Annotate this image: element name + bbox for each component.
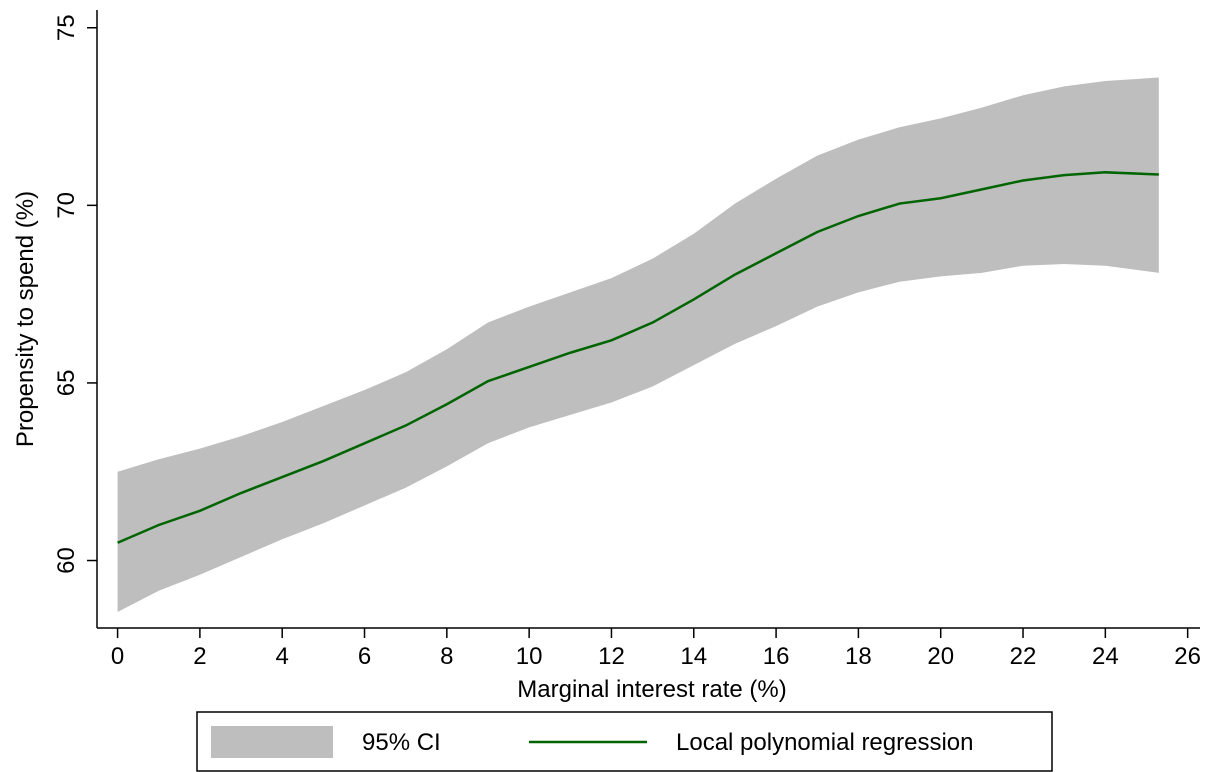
x-tick-label: 26 (1174, 643, 1201, 670)
legend-swatch (211, 726, 333, 758)
x-tick-label: 18 (845, 643, 872, 670)
x-tick-label: 12 (598, 643, 625, 670)
legend-label: 95% CI (362, 729, 441, 756)
ci-band (117, 77, 1159, 613)
x-tick-label: 0 (111, 643, 124, 670)
y-tick-label: 60 (53, 547, 80, 574)
legend-label: Local polynomial regression (676, 729, 974, 756)
x-tick-label: 22 (1010, 643, 1037, 670)
y-axis-label: Propensity to spend (%) (12, 191, 39, 447)
x-tick-label: 4 (276, 643, 289, 670)
x-tick-label: 14 (680, 643, 707, 670)
y-tick-label: 70 (53, 192, 80, 219)
regression-line (117, 171, 1159, 544)
x-tick-label: 8 (440, 643, 453, 670)
y-tick-label: 65 (53, 370, 80, 397)
x-tick-label: 2 (193, 643, 206, 670)
x-tick-label: 6 (358, 643, 371, 670)
y-tick-label: 75 (53, 14, 80, 41)
x-tick-label: 10 (516, 643, 543, 670)
x-tick-label: 24 (1092, 643, 1119, 670)
x-tick-label: 20 (927, 643, 954, 670)
x-tick-label: 16 (763, 643, 790, 670)
x-axis-label: Marginal interest rate (%) (517, 676, 786, 703)
